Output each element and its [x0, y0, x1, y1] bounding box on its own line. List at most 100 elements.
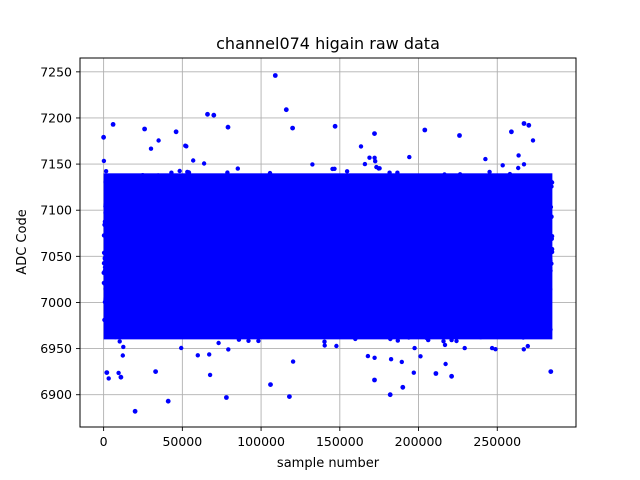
data-point	[130, 262, 135, 267]
data-point	[301, 214, 306, 219]
data-point	[261, 237, 266, 242]
data-point	[384, 291, 389, 296]
data-point	[479, 270, 484, 275]
data-point	[509, 212, 514, 217]
data-point	[216, 340, 221, 346]
data-point	[371, 182, 376, 187]
data-point	[478, 202, 484, 208]
data-point	[195, 280, 201, 285]
y-tick-label: 7000	[40, 295, 72, 310]
data-point	[295, 205, 300, 210]
data-point	[403, 237, 408, 242]
data-point	[378, 311, 383, 316]
data-point	[319, 247, 324, 253]
data-point	[180, 190, 185, 195]
data-point	[345, 236, 350, 241]
data-point	[438, 268, 444, 274]
data-point	[548, 327, 553, 332]
data-point	[274, 320, 279, 325]
data-point	[376, 224, 382, 230]
data-point	[412, 345, 417, 351]
data-point	[336, 208, 341, 213]
data-point	[175, 282, 181, 287]
data-point	[515, 279, 521, 284]
data-point	[335, 281, 340, 287]
data-point	[381, 236, 386, 241]
data-point	[179, 286, 184, 291]
data-point	[379, 306, 385, 311]
data-point	[464, 211, 470, 216]
data-point	[345, 318, 351, 323]
data-point	[244, 201, 249, 206]
data-point	[147, 274, 153, 279]
data-point	[511, 216, 517, 221]
data-point	[385, 267, 390, 272]
data-point	[324, 245, 330, 250]
data-point	[412, 228, 418, 233]
data-point	[207, 256, 212, 262]
data-point	[505, 220, 511, 225]
data-point	[324, 272, 329, 278]
data-point	[267, 306, 272, 311]
data-point	[175, 222, 181, 227]
data-point	[212, 253, 217, 258]
data-point	[505, 331, 510, 337]
data-point	[246, 338, 251, 343]
data-point	[224, 235, 229, 240]
data-point	[488, 237, 493, 243]
data-point	[494, 240, 499, 246]
data-point	[213, 205, 219, 210]
data-point	[523, 233, 528, 238]
data-point	[182, 292, 188, 297]
data-point	[530, 277, 535, 282]
data-point	[207, 271, 212, 277]
data-point	[313, 279, 318, 284]
data-point	[443, 218, 448, 223]
data-point	[380, 266, 386, 272]
data-point	[359, 222, 364, 228]
data-point	[536, 185, 541, 190]
data-point	[186, 221, 192, 226]
data-point	[409, 258, 415, 263]
data-point	[207, 242, 212, 247]
data-point	[109, 265, 114, 271]
data-point	[188, 180, 193, 185]
data-point	[202, 260, 207, 265]
data-point	[169, 227, 174, 232]
data-point	[494, 250, 499, 255]
data-point	[197, 225, 202, 230]
data-point	[140, 177, 145, 182]
data-point	[228, 278, 233, 283]
data-point	[224, 188, 230, 193]
data-point	[213, 264, 218, 269]
data-point	[164, 280, 169, 286]
data-point	[466, 266, 472, 271]
data-point	[422, 284, 428, 289]
data-point	[213, 279, 218, 284]
data-point	[189, 195, 194, 200]
data-point	[486, 318, 491, 323]
data-point	[479, 211, 485, 216]
data-point	[409, 309, 414, 315]
data-point	[186, 237, 192, 242]
data-point	[196, 221, 201, 227]
data-point	[359, 196, 364, 201]
data-point	[388, 244, 393, 250]
data-point	[510, 254, 516, 259]
data-point	[285, 306, 291, 311]
data-point	[464, 259, 469, 264]
data-point	[260, 217, 266, 222]
data-point	[519, 290, 525, 295]
data-point	[102, 222, 107, 227]
data-point	[142, 226, 147, 231]
data-point	[161, 214, 166, 219]
data-point	[104, 245, 110, 250]
data-point	[140, 173, 145, 178]
data-point	[224, 206, 230, 211]
data-point	[101, 158, 107, 164]
data-point	[370, 274, 376, 279]
data-point	[533, 230, 538, 236]
data-point	[347, 278, 352, 284]
data-point	[521, 281, 526, 286]
data-point	[241, 258, 246, 264]
